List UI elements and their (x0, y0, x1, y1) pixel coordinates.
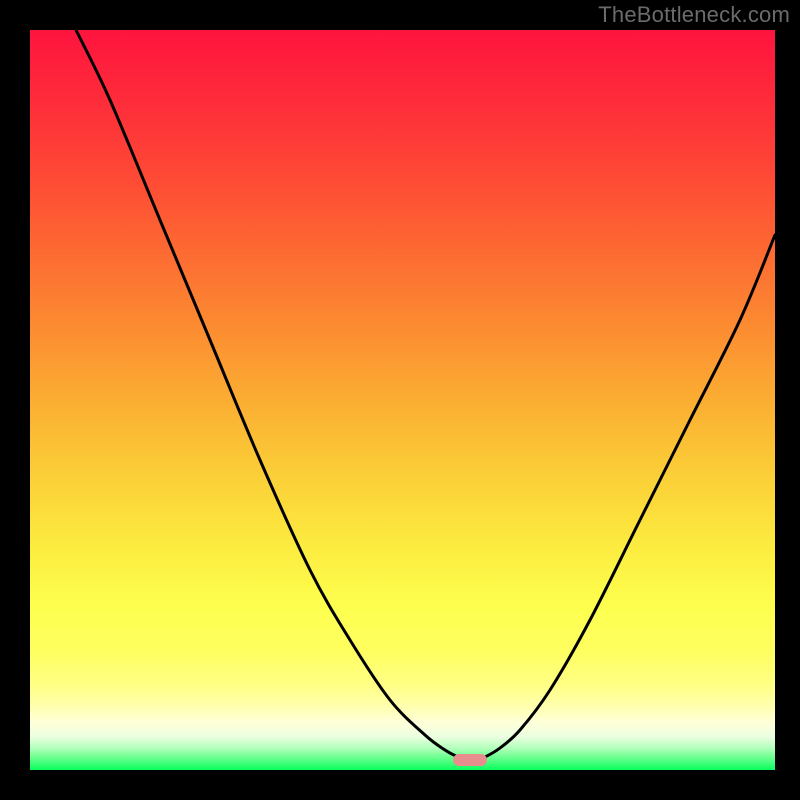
chart-container: TheBottleneck.com (0, 0, 800, 800)
optimal-marker (453, 754, 487, 766)
bottleneck-curve (30, 30, 775, 770)
plot-area (30, 30, 775, 770)
watermark-text: TheBottleneck.com (598, 2, 790, 28)
